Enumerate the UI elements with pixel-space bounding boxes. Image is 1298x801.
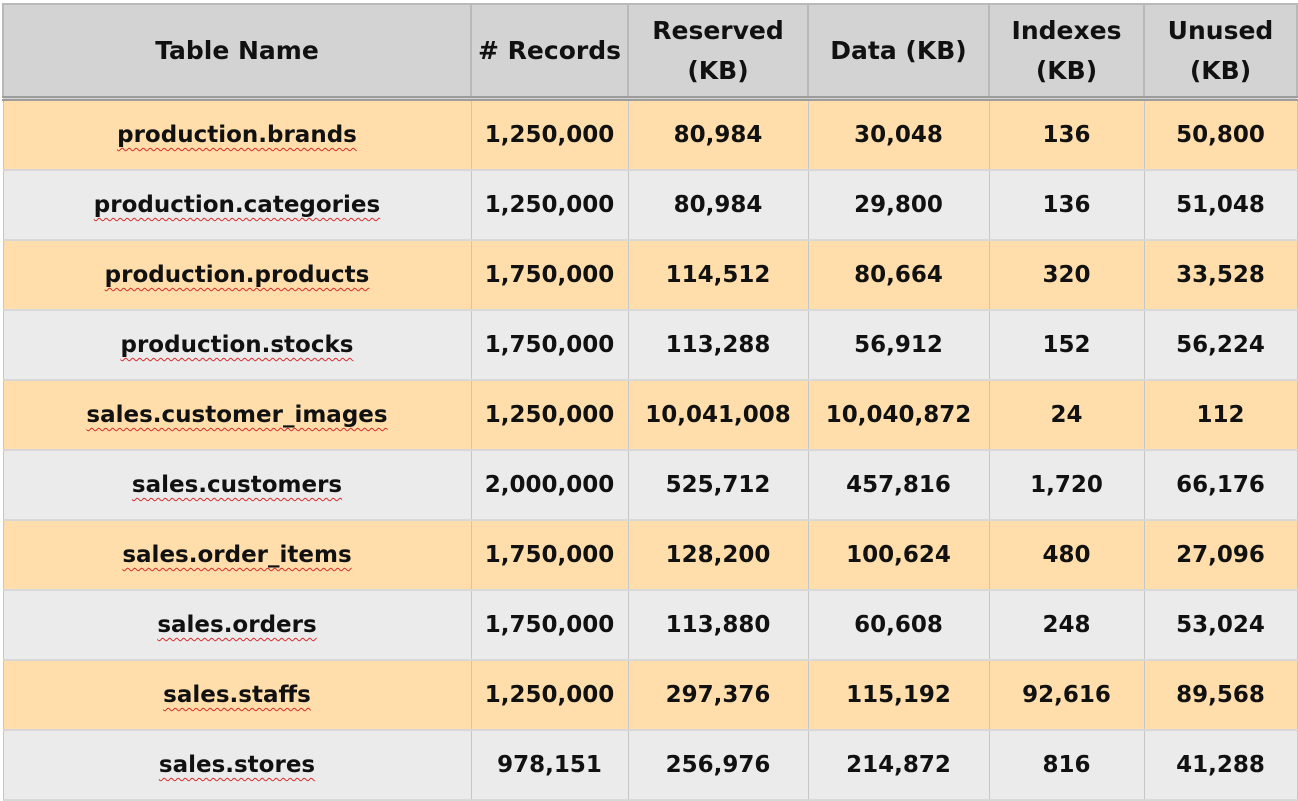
cell-unused: 50,800 <box>1143 98 1298 171</box>
table-row: sales.customer_images 1,250,000 10,041,0… <box>2 379 1298 451</box>
cell-table-name: sales.orders <box>2 589 472 661</box>
table-row: sales.customers 2,000,000 525,712 457,81… <box>2 449 1298 521</box>
cell-unused: 66,176 <box>1143 449 1298 521</box>
cell-indexes: 24 <box>988 379 1145 451</box>
cell-indexes: 136 <box>988 169 1145 241</box>
table-size-grid: Table Name # Records Reserved (KB) Data … <box>2 3 1298 801</box>
cell-unused: 33,528 <box>1143 239 1298 311</box>
cell-reserved: 80,984 <box>627 169 809 241</box>
cell-reserved: 297,376 <box>627 659 809 731</box>
cell-records: 1,750,000 <box>470 589 629 661</box>
cell-table-name: production.stocks <box>2 309 472 381</box>
cell-table-name: production.products <box>2 239 472 311</box>
column-header-data: Data (KB) <box>807 3 990 101</box>
cell-unused: 56,224 <box>1143 309 1298 381</box>
cell-indexes: 816 <box>988 729 1145 801</box>
cell-records: 978,151 <box>470 729 629 801</box>
cell-records: 1,250,000 <box>470 379 629 451</box>
cell-indexes: 92,616 <box>988 659 1145 731</box>
cell-records: 2,000,000 <box>470 449 629 521</box>
cell-indexes: 320 <box>988 239 1145 311</box>
cell-unused: 53,024 <box>1143 589 1298 661</box>
cell-data: 30,048 <box>807 98 990 171</box>
cell-table-name: sales.customers <box>2 449 472 521</box>
cell-indexes: 1,720 <box>988 449 1145 521</box>
header-row: Table Name # Records Reserved (KB) Data … <box>2 3 1298 101</box>
table-row: production.brands 1,250,000 80,984 30,04… <box>2 98 1298 171</box>
cell-records: 1,750,000 <box>470 309 629 381</box>
cell-table-name: sales.stores <box>2 729 472 801</box>
cell-unused: 89,568 <box>1143 659 1298 731</box>
cell-reserved: 525,712 <box>627 449 809 521</box>
cell-reserved: 114,512 <box>627 239 809 311</box>
cell-unused: 27,096 <box>1143 519 1298 591</box>
cell-table-name: production.categories <box>2 169 472 241</box>
column-header-unused: Unused (KB) <box>1143 3 1298 101</box>
cell-data: 214,872 <box>807 729 990 801</box>
column-header-table-name: Table Name <box>2 3 472 101</box>
cell-reserved: 256,976 <box>627 729 809 801</box>
column-header-reserved: Reserved (KB) <box>627 3 809 101</box>
table-row: production.products 1,750,000 114,512 80… <box>2 239 1298 311</box>
cell-records: 1,750,000 <box>470 519 629 591</box>
cell-table-name: sales.order_items <box>2 519 472 591</box>
cell-records: 1,250,000 <box>470 169 629 241</box>
column-header-records: # Records <box>470 3 629 101</box>
cell-table-name: sales.staffs <box>2 659 472 731</box>
table-row: sales.order_items 1,750,000 128,200 100,… <box>2 519 1298 591</box>
cell-table-name: production.brands <box>2 98 472 171</box>
cell-unused: 41,288 <box>1143 729 1298 801</box>
table-size-report: Table Name # Records Reserved (KB) Data … <box>2 3 1298 801</box>
cell-data: 457,816 <box>807 449 990 521</box>
cell-table-name: sales.customer_images <box>2 379 472 451</box>
cell-reserved: 113,288 <box>627 309 809 381</box>
cell-data: 80,664 <box>807 239 990 311</box>
cell-indexes: 152 <box>988 309 1145 381</box>
cell-data: 10,040,872 <box>807 379 990 451</box>
cell-data: 100,624 <box>807 519 990 591</box>
cell-indexes: 248 <box>988 589 1145 661</box>
cell-data: 29,800 <box>807 169 990 241</box>
column-header-indexes: Indexes (KB) <box>988 3 1145 101</box>
cell-data: 60,608 <box>807 589 990 661</box>
cell-records: 1,250,000 <box>470 98 629 171</box>
cell-indexes: 136 <box>988 98 1145 171</box>
cell-reserved: 80,984 <box>627 98 809 171</box>
cell-data: 115,192 <box>807 659 990 731</box>
cell-records: 1,250,000 <box>470 659 629 731</box>
cell-unused: 51,048 <box>1143 169 1298 241</box>
table-row: production.stocks 1,750,000 113,288 56,9… <box>2 309 1298 381</box>
cell-reserved: 128,200 <box>627 519 809 591</box>
cell-records: 1,750,000 <box>470 239 629 311</box>
cell-indexes: 480 <box>988 519 1145 591</box>
table-row: sales.stores 978,151 256,976 214,872 816… <box>2 729 1298 801</box>
table-row: sales.staffs 1,250,000 297,376 115,192 9… <box>2 659 1298 731</box>
table-row: sales.orders 1,750,000 113,880 60,608 24… <box>2 589 1298 661</box>
cell-unused: 112 <box>1143 379 1298 451</box>
cell-reserved: 113,880 <box>627 589 809 661</box>
table-row: production.categories 1,250,000 80,984 2… <box>2 169 1298 241</box>
cell-data: 56,912 <box>807 309 990 381</box>
cell-reserved: 10,041,008 <box>627 379 809 451</box>
